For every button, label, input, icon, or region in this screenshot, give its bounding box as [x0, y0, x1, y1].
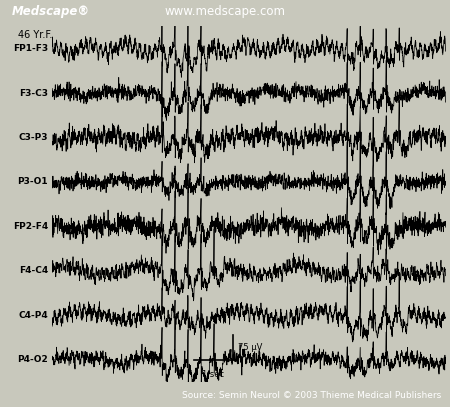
Text: 46 Yr.F.: 46 Yr.F. — [18, 30, 53, 40]
Text: Source: Semin Neurol © 2003 Thieme Medical Publishers: Source: Semin Neurol © 2003 Thieme Medic… — [182, 391, 441, 400]
Text: www.medscape.com: www.medscape.com — [165, 5, 285, 18]
Text: P3-O1: P3-O1 — [18, 177, 48, 186]
Text: F3-C3: F3-C3 — [19, 89, 48, 98]
Text: Medscape®: Medscape® — [11, 5, 90, 18]
Text: P4-O2: P4-O2 — [18, 355, 48, 364]
Text: F4-C4: F4-C4 — [19, 266, 48, 275]
Text: FP2-F4: FP2-F4 — [13, 222, 48, 231]
Text: C4-P4: C4-P4 — [18, 311, 48, 319]
Text: FP1-F3: FP1-F3 — [13, 44, 48, 53]
Text: 1 sec: 1 sec — [202, 370, 224, 379]
Text: C3-P3: C3-P3 — [18, 133, 48, 142]
Text: 75 μV: 75 μV — [238, 343, 262, 352]
